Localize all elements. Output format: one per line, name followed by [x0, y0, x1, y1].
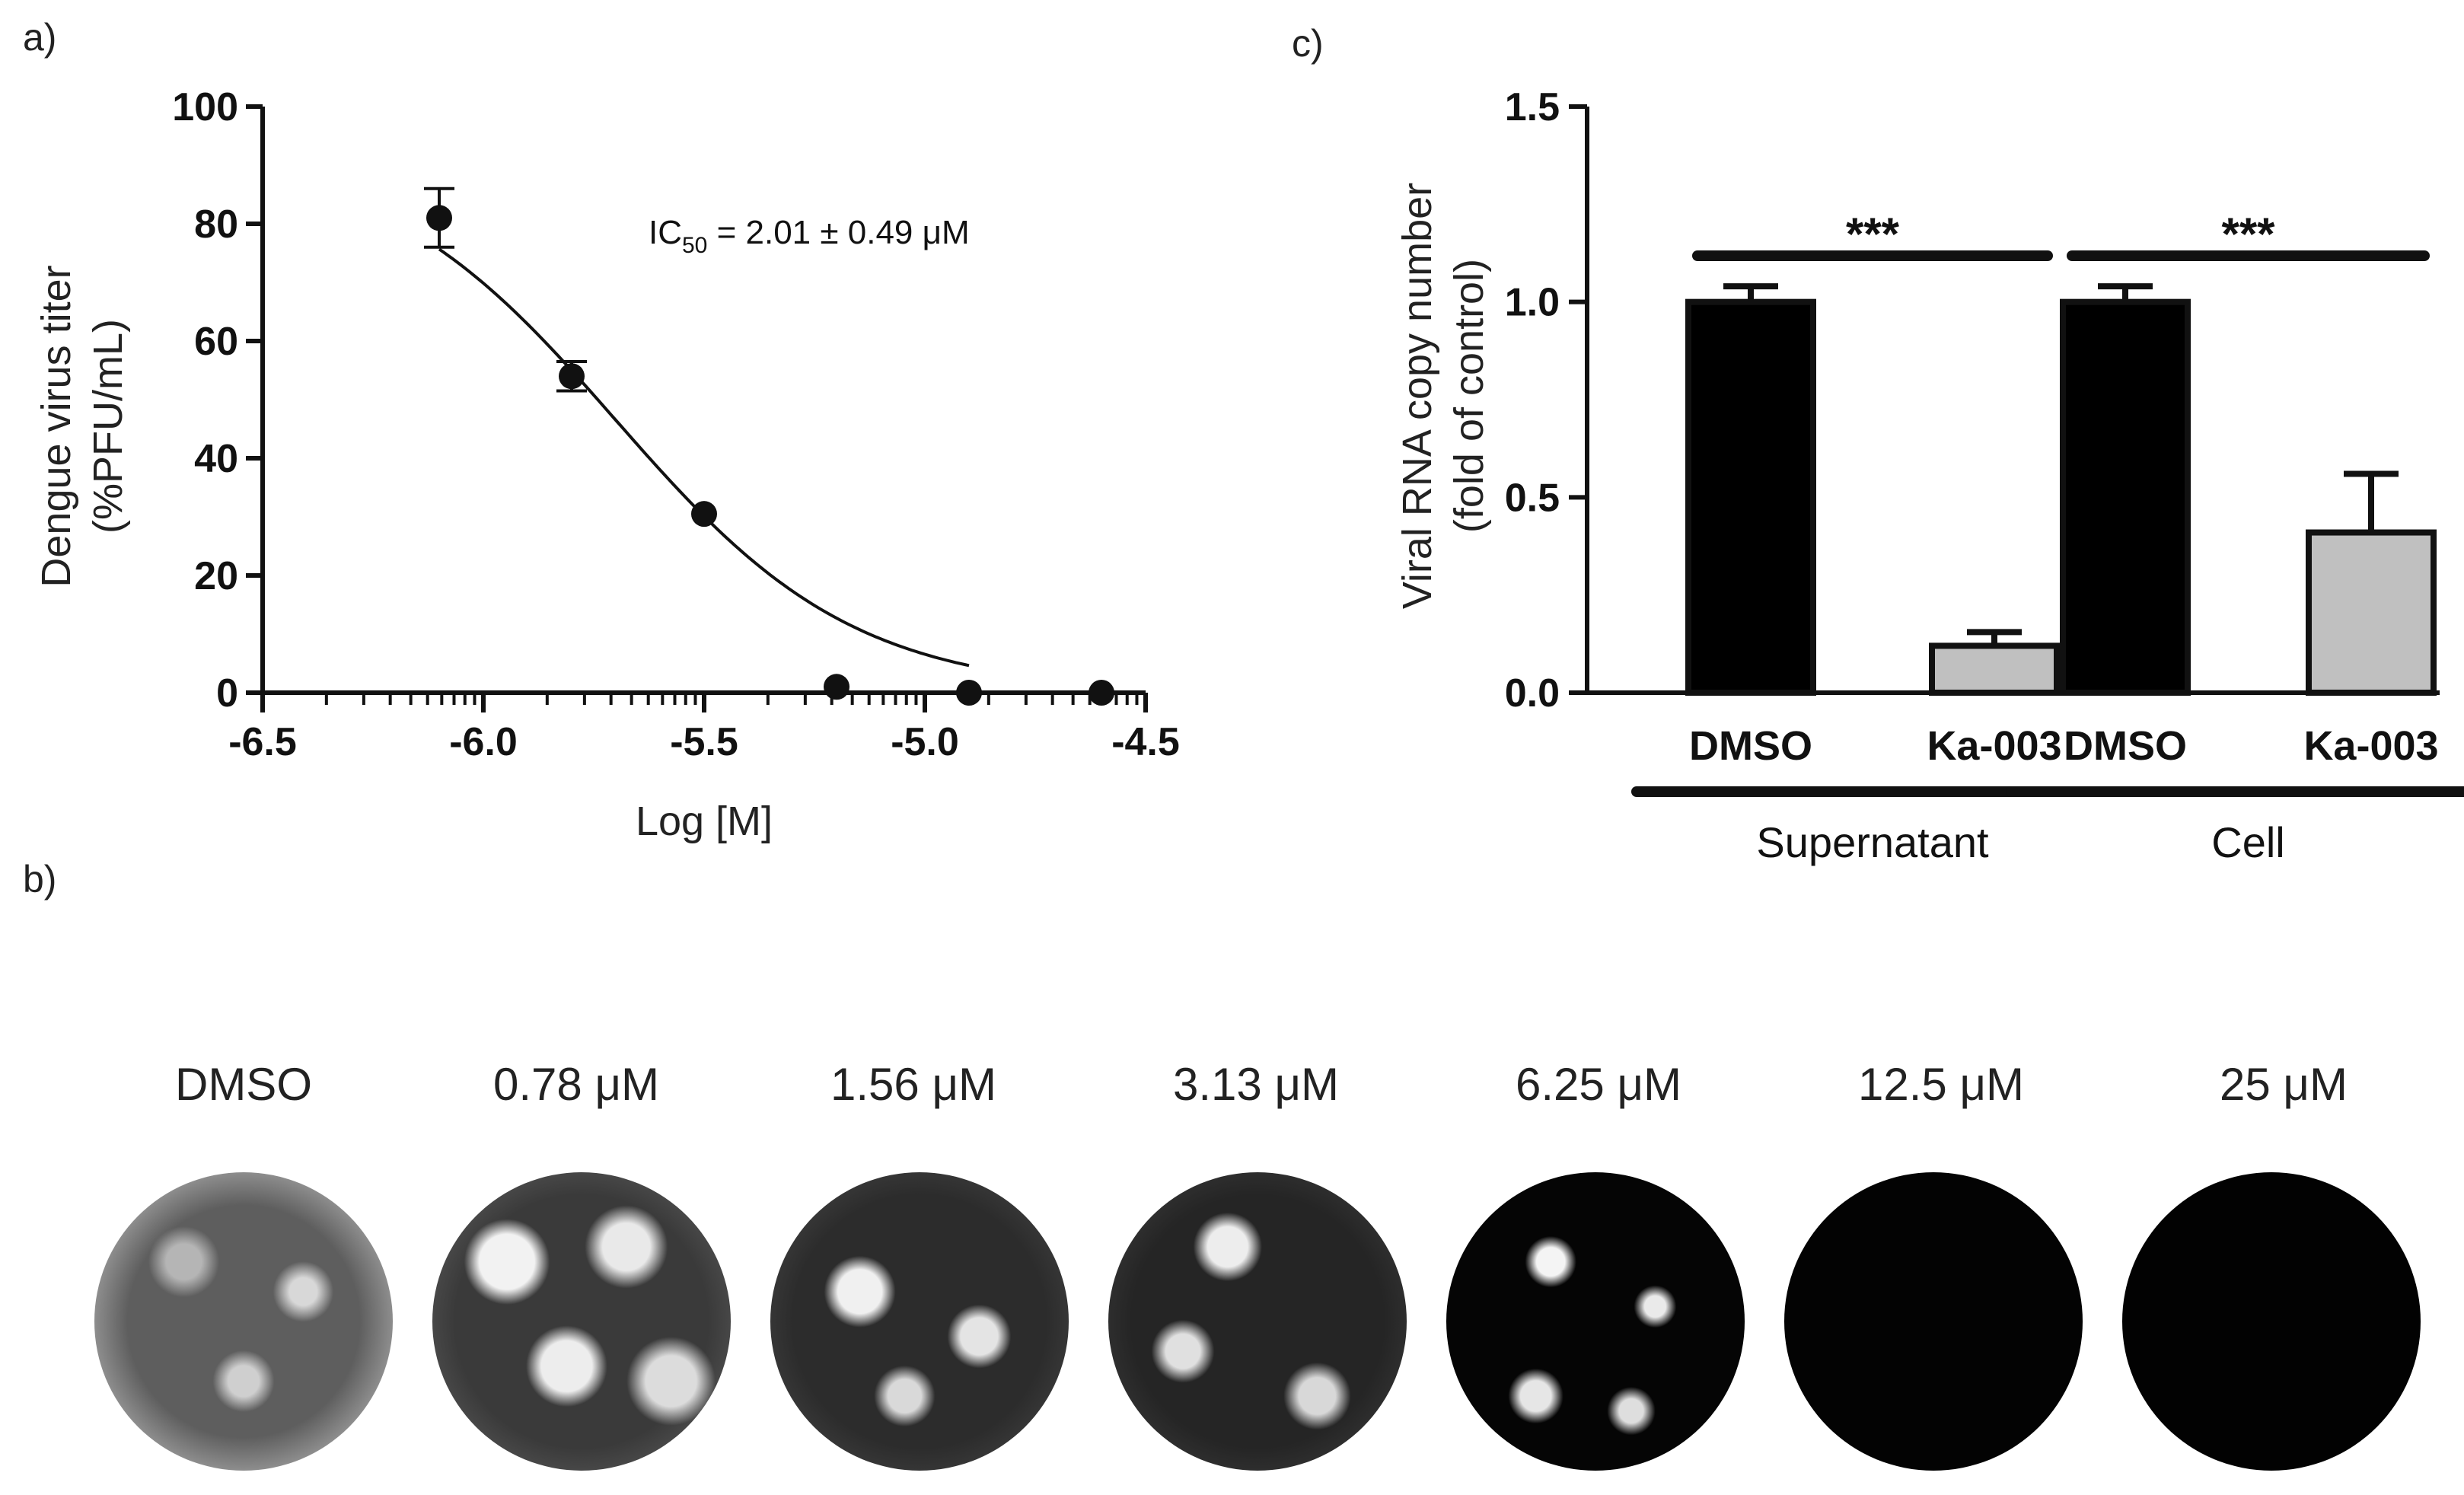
x-tick-label: -5.5	[670, 720, 738, 764]
y-tick-label: 1.5	[1505, 85, 1560, 129]
panel-label-c: c)	[1292, 22, 1324, 65]
significance-markers: *** ***	[1692, 209, 2430, 261]
ic50-suffix: = 2.01 ± 0.49 μM	[707, 214, 969, 251]
data-point	[824, 674, 849, 700]
plaque-label: 12.5 μM	[1858, 1059, 2024, 1110]
y-tick-label: 0	[216, 671, 238, 716]
plaque-well-image	[1784, 1172, 2083, 1471]
data-points	[424, 186, 1114, 706]
data-point	[956, 680, 982, 706]
dose-response-chart: 0 20 40 60 80 100 -6.5 -6.0 -5.5 -5.0 -4.5 Log [M]…	[33, 85, 1180, 844]
dose-response-axes	[260, 107, 1146, 695]
significance-stars: ***	[1846, 209, 1900, 260]
y-tick-label: 0.5	[1505, 476, 1560, 520]
y-axis-label-line2: (fold of control)	[1446, 259, 1492, 533]
bar	[1685, 298, 1816, 696]
data-point	[559, 363, 585, 390]
y-tick-label: 60	[194, 320, 238, 364]
bar	[2306, 529, 2437, 696]
dose-response-ticks: 0 20 40 60 80 100 -6.5 -6.0 -5.5 -5.0 -4.5	[172, 85, 1180, 764]
category-label: DMSO	[1689, 723, 1812, 769]
fit-curve	[438, 247, 970, 668]
bars	[1685, 283, 2437, 696]
plaque-label: 1.56 μM	[830, 1059, 996, 1110]
plaque-label: 6.25 μM	[1516, 1059, 1681, 1110]
category-labels: DMSO Ka-003 DMSO Ka-003	[1689, 723, 2439, 769]
plaque-well-image	[1108, 1172, 1407, 1471]
ic50-subscript: 50	[682, 233, 707, 258]
plaque-label: DMSO	[175, 1059, 312, 1110]
plaque-well-image	[1446, 1172, 1745, 1471]
bar-chart-ticks: 0.0 0.5 1.0 1.5	[1505, 85, 1587, 716]
ic50-prefix: IC	[649, 214, 682, 251]
y-axis-label-line2: (%PFU/mL)	[85, 319, 131, 534]
y-tick-label: 80	[194, 202, 238, 247]
plaque-well-image	[94, 1172, 393, 1471]
x-tick-label: -4.5	[1111, 720, 1180, 764]
group-label: Cell	[2211, 818, 2284, 866]
plaque-label: 25 μM	[2220, 1059, 2348, 1110]
x-tick-label: -6.5	[228, 720, 297, 764]
y-tick-label: 0.0	[1505, 671, 1560, 716]
data-point	[426, 205, 452, 231]
data-point	[1089, 680, 1114, 706]
x-axis-label: Log [M]	[636, 799, 773, 844]
plaque-label: 0.78 μM	[493, 1059, 659, 1110]
viral-rna-bar-chart: 0.00.51.01.5 *** *** DMSO Ka-003 DMSO Ka-003…	[1395, 85, 2464, 866]
plaque-well-image	[432, 1172, 731, 1471]
plaque-label: 3.13 μM	[1173, 1059, 1339, 1110]
x-tick-label: -5.0	[891, 720, 959, 764]
panel-label-b: b)	[23, 858, 57, 901]
category-label: Ka-003	[1927, 723, 2061, 769]
plaque-well-image	[2122, 1172, 2421, 1471]
panel-label-a: a)	[23, 16, 57, 59]
x-tick-label: -6.0	[449, 720, 518, 764]
plaque-well-image	[770, 1172, 1069, 1471]
bar	[2060, 298, 2191, 696]
y-tick-label: 40	[194, 437, 238, 481]
y-tick-label: 1.0	[1505, 281, 1560, 325]
bar	[1929, 642, 2060, 696]
y-axis-label-line1: Viral RNA copy number	[1395, 183, 1440, 609]
ic50-annotation: IC50 = 2.01 ± 0.49 μM	[649, 214, 970, 258]
group-label: Supernatant	[1756, 818, 1989, 866]
y-tick-label: 20	[194, 554, 238, 598]
y-tick-label: 100	[172, 85, 238, 129]
y-axis-label-line1: Dengue virus titer	[33, 265, 79, 587]
data-point	[691, 501, 717, 528]
group-labels: Supernatant Cell	[1631, 786, 2464, 866]
significance-stars: ***	[2221, 209, 2275, 260]
category-label: Ka-003	[2303, 723, 2438, 769]
category-label: DMSO	[2064, 723, 2187, 769]
